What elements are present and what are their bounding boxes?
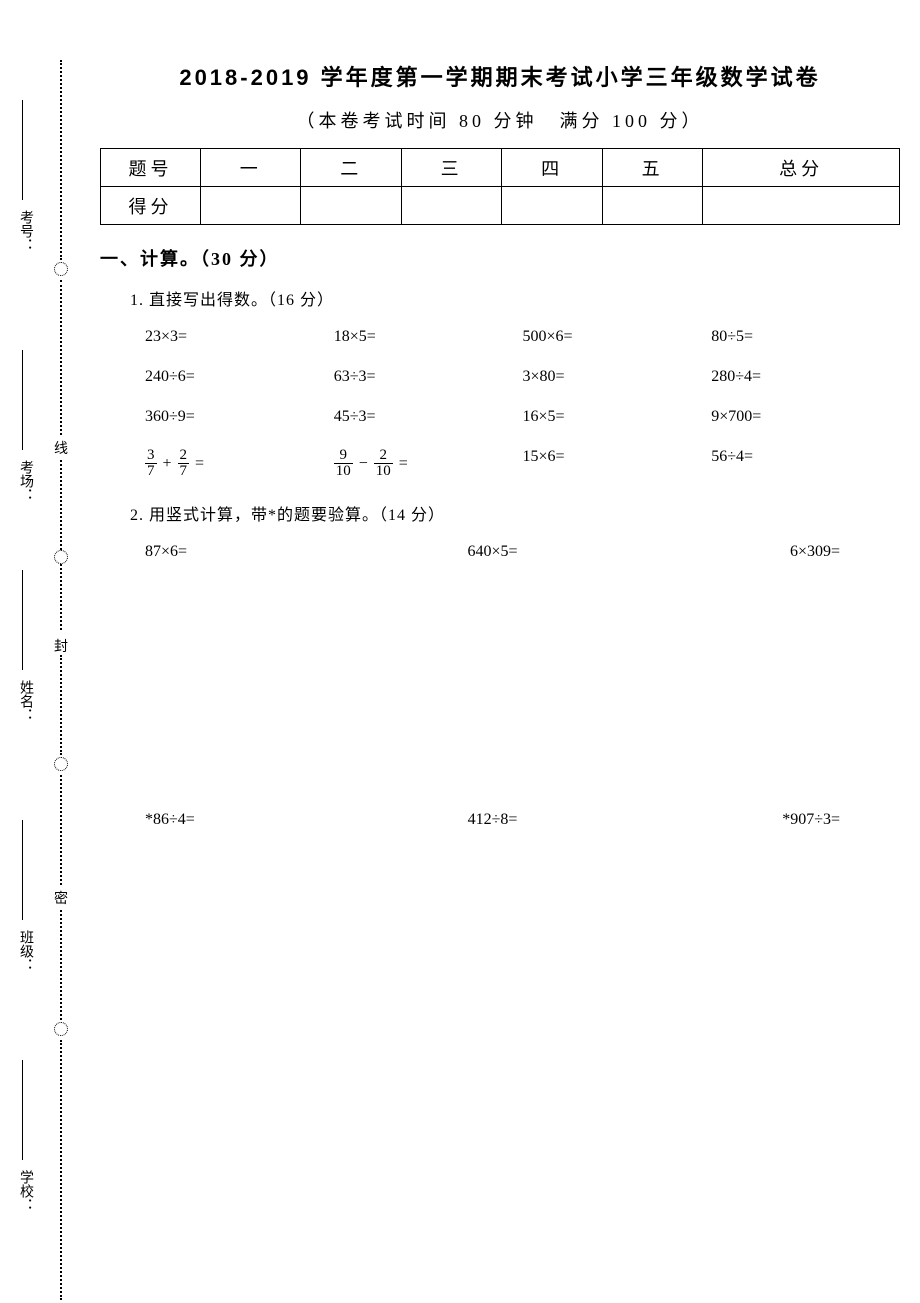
problem: 16×5= (523, 408, 712, 426)
dotted-circle (54, 262, 68, 276)
underline (22, 1060, 23, 1160)
col-header: 三 (401, 149, 501, 187)
exam-subtitle: （本卷考试时间 80 分钟 满分 100 分） (100, 107, 900, 133)
seal-xian: 线 (54, 438, 68, 458)
problem-row: 23×3= 18×5= 500×6= 80÷5= (145, 328, 900, 346)
problem: 412÷8= (377, 811, 609, 829)
problem: *86÷4= (145, 811, 377, 829)
problem: 500×6= (523, 328, 712, 346)
problem-row: 37 + 27 = 910 − 210 = 15×6= 56÷4= (145, 448, 900, 479)
label-name: 姓名： (15, 680, 35, 722)
col-header: 四 (502, 149, 602, 187)
score-cell (201, 187, 301, 225)
main-content: 2018-2019 学年度第一学期期末考试小学三年级数学试卷 （本卷考试时间 8… (100, 60, 900, 829)
problem-row: 87×6= 640×5= 6×309= (145, 543, 900, 561)
table-row: 题号 一 二 三 四 五 总分 (101, 149, 900, 187)
score-cell (301, 187, 401, 225)
problem: 63÷3= (334, 368, 523, 386)
dotted-circle (54, 1022, 68, 1036)
row-label: 题号 (101, 149, 201, 187)
dotted-line (60, 60, 62, 260)
underline (22, 820, 23, 920)
problem: 56÷4= (711, 448, 900, 479)
underline (22, 570, 23, 670)
problem: 9×700= (711, 408, 900, 426)
problem: 360÷9= (145, 408, 334, 426)
label-exam-id: 考号： (15, 210, 35, 252)
col-header: 五 (602, 149, 702, 187)
seal-feng: 封 (54, 636, 68, 656)
problem-row: 360÷9= 45÷3= 16×5= 9×700= (145, 408, 900, 426)
problem: 87×6= (145, 543, 377, 561)
dotted-line (60, 460, 62, 630)
exam-title: 2018-2019 学年度第一学期期末考试小学三年级数学试卷 (100, 60, 900, 92)
problem: 3×80= (523, 368, 712, 386)
col-header: 总分 (703, 149, 900, 187)
score-cell (703, 187, 900, 225)
dotted-circle (54, 757, 68, 771)
side-binding-panel: 学校： 班级： 姓名： 考场： 考号： 线 封 密 (0, 0, 90, 1303)
problem: 640×5= (377, 543, 609, 561)
col-header: 一 (201, 149, 301, 187)
score-table: 题号 一 二 三 四 五 总分 得分 (100, 148, 900, 225)
dotted-line (60, 280, 62, 435)
underline (22, 350, 23, 450)
score-cell (502, 187, 602, 225)
score-cell (602, 187, 702, 225)
problem: 80÷5= (711, 328, 900, 346)
dotted-line (60, 775, 62, 885)
seal-mi: 密 (54, 888, 68, 908)
row-label: 得分 (101, 187, 201, 225)
problem: 280÷4= (711, 368, 900, 386)
problem-row: 240÷6= 63÷3= 3×80= 280÷4= (145, 368, 900, 386)
problem: 45÷3= (334, 408, 523, 426)
dotted-line (60, 1040, 62, 1300)
dotted-line (60, 910, 62, 1020)
table-row: 得分 (101, 187, 900, 225)
problem: 18×5= (334, 328, 523, 346)
section1-header: 一、计算。（30 分） (100, 245, 900, 271)
problem: 240÷6= (145, 368, 334, 386)
sub1-label: 1. 直接写出得数。（16 分） (130, 286, 900, 310)
col-header: 二 (301, 149, 401, 187)
problem: 6×309= (608, 543, 900, 561)
label-class: 班级： (15, 930, 35, 972)
score-cell (401, 187, 501, 225)
sub2-label: 2. 用竖式计算，带*的题要验算。（14 分） (130, 501, 900, 525)
problem: 23×3= (145, 328, 334, 346)
label-school: 学校： (15, 1170, 35, 1212)
dotted-line (60, 655, 62, 755)
problem-row: *86÷4= 412÷8= *907÷3= (145, 811, 900, 829)
problem: 15×6= (523, 448, 712, 479)
dotted-circle (54, 550, 68, 564)
underline (22, 100, 23, 200)
problem-fraction: 37 + 27 = (145, 448, 334, 479)
problem: *907÷3= (608, 811, 900, 829)
label-room: 考场： (15, 460, 35, 502)
problem-fraction: 910 − 210 = (334, 448, 523, 479)
